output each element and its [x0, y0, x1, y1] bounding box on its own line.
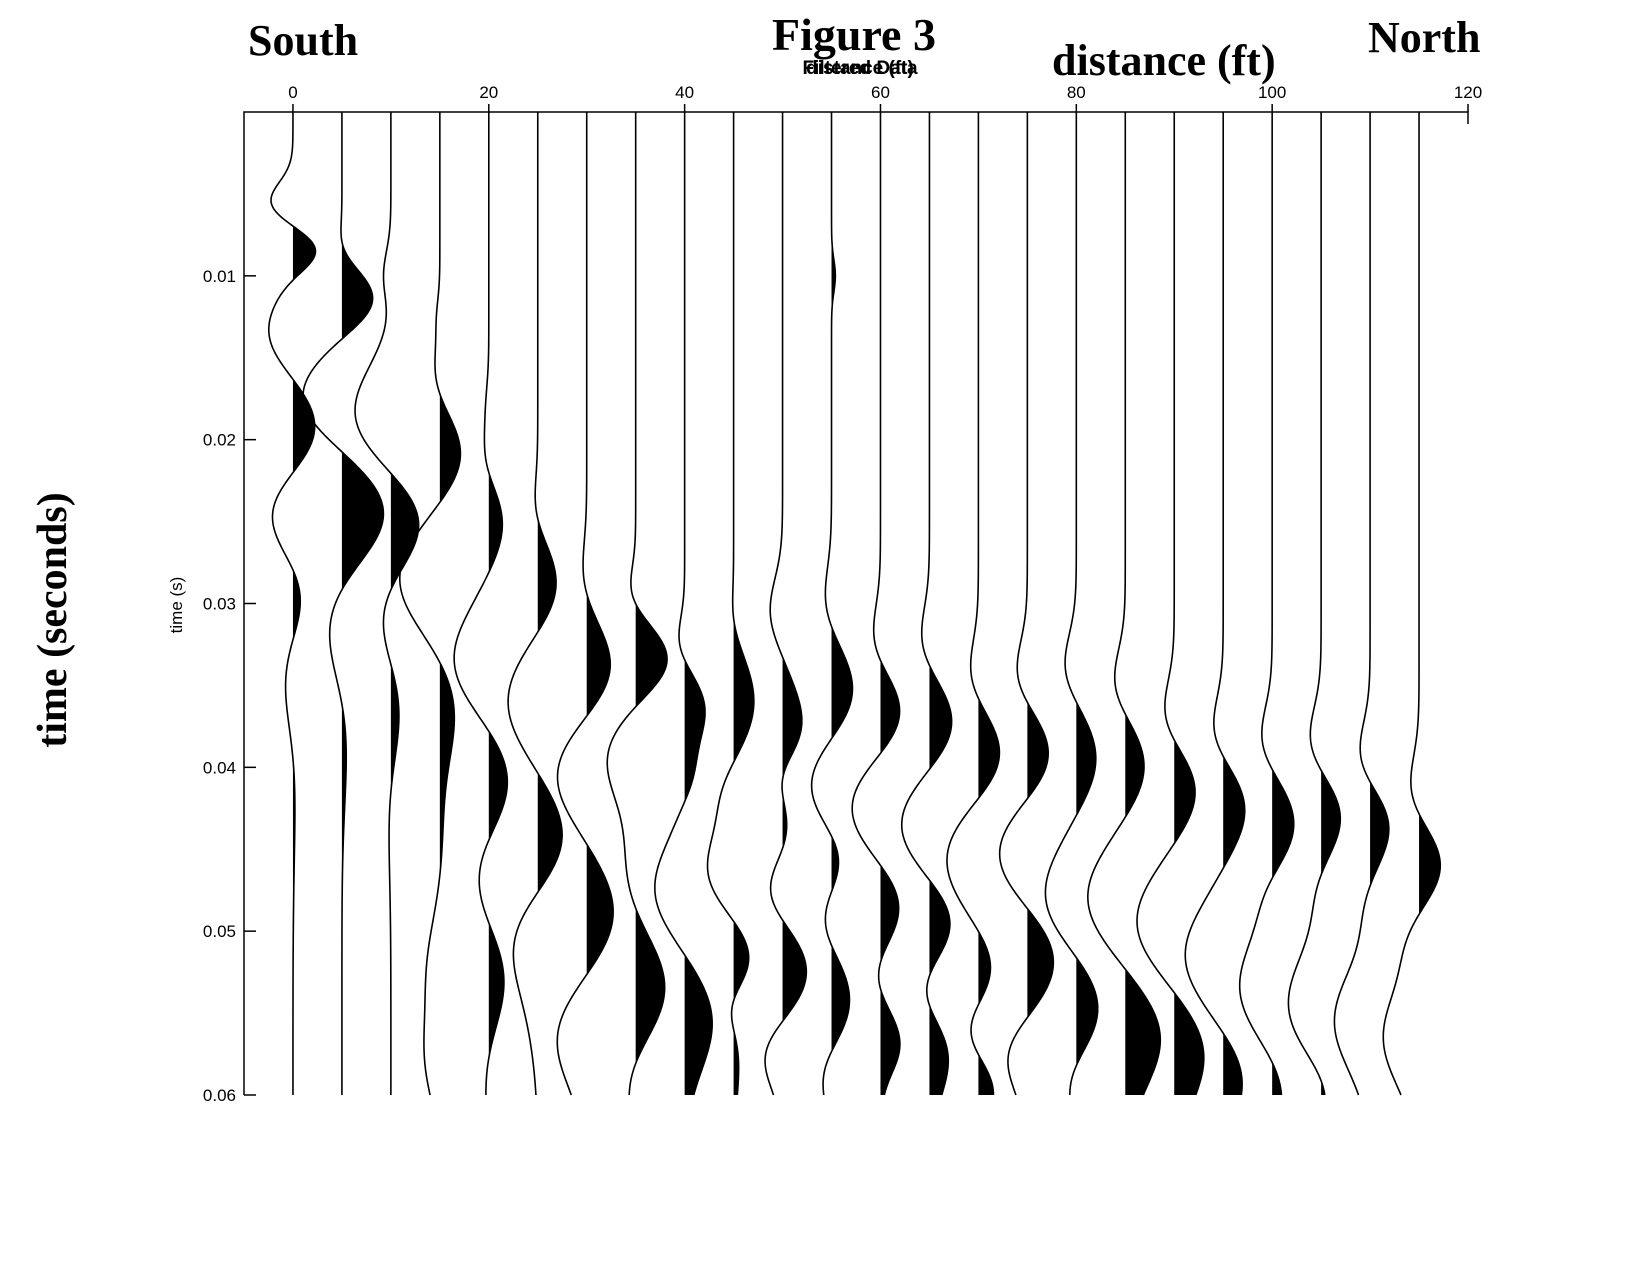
trace-15	[398, 112, 462, 1096]
trace-fill	[341, 112, 384, 1095]
y-tick-label: 0.04	[203, 758, 236, 777]
trace-45	[706, 112, 755, 1096]
x-tick-label: 40	[675, 83, 694, 102]
trace-wiggle	[1333, 112, 1390, 1096]
x-tick-label: 100	[1258, 83, 1286, 102]
trace-wiggle	[453, 112, 509, 1096]
trace-fill	[1272, 770, 1294, 1095]
trace-wiggle	[1136, 112, 1205, 1096]
trace-wiggle	[1044, 112, 1099, 1096]
trace-55	[810, 112, 854, 1096]
trace-25	[507, 112, 563, 1096]
trace-fill	[537, 252, 563, 894]
trace-fill	[1027, 703, 1054, 1018]
label-time-big: time (seconds)	[30, 492, 76, 747]
x-tick-label: 120	[1454, 83, 1482, 102]
trace-fill	[880, 660, 900, 1095]
trace-60	[851, 112, 901, 1096]
trace-fill	[1125, 714, 1161, 1095]
x-tick-label: 80	[1067, 83, 1086, 102]
trace-wiggle	[1287, 112, 1342, 1096]
trace-fill	[831, 146, 853, 1053]
trace-75	[998, 112, 1055, 1096]
trace-65	[900, 112, 953, 1096]
trace-wiggle	[1087, 112, 1162, 1096]
trace-95	[1184, 112, 1246, 1096]
trace-wiggle	[851, 112, 901, 1096]
trace-wiggle	[998, 112, 1055, 1096]
trace-110	[1333, 112, 1390, 1096]
trace-wiggle	[556, 112, 614, 1096]
trace-fill	[488, 185, 508, 1059]
y-tick-label: 0.05	[203, 922, 236, 941]
trace-20	[453, 112, 509, 1096]
trace-fill	[635, 392, 668, 1064]
trace-30	[556, 112, 614, 1096]
trace-105	[1287, 112, 1342, 1096]
trace-wiggle	[810, 112, 854, 1096]
trace-85	[1087, 112, 1162, 1096]
trace-fill	[1321, 770, 1341, 1095]
y-tick-label: 0.01	[203, 267, 236, 286]
trace-fill	[1223, 757, 1245, 1095]
trace-wiggle	[764, 112, 808, 1096]
trace-wiggle	[946, 112, 1001, 1096]
label-north: North	[1368, 13, 1480, 62]
label-figure: Figure 3	[772, 9, 936, 60]
label-south: South	[248, 16, 358, 65]
trace-10	[354, 112, 420, 1095]
trace-wiggle	[398, 112, 462, 1096]
trace-fill	[390, 112, 419, 794]
subtitle-distance: distance (ft)	[806, 58, 914, 79]
trace-5	[302, 112, 385, 1095]
subtitle-filtered: Filtered Data	[802, 58, 918, 79]
label-distance: distance (ft)	[1052, 36, 1276, 85]
trace-fill	[1174, 741, 1204, 1095]
trace-wiggle	[706, 112, 755, 1096]
trace-wiggle	[354, 112, 420, 1095]
trace-fill	[439, 395, 461, 876]
y-tick-label: 0.03	[203, 595, 236, 614]
trace-35	[606, 112, 668, 1096]
x-tick-label: 0	[288, 83, 297, 102]
trace-fill	[292, 226, 316, 1095]
trace-40	[654, 112, 713, 1096]
axis-frame	[243, 111, 1469, 1095]
trace-fill	[782, 657, 807, 1023]
trace-wiggle	[654, 112, 713, 1096]
trace-wiggle	[1382, 112, 1442, 1096]
trace-fill	[978, 698, 1000, 1095]
trace-100	[1238, 112, 1295, 1096]
y-tick-label: 0.02	[203, 431, 236, 450]
trace-fill	[586, 593, 614, 976]
axes: 0 20 40 60 80 100 120 0.01 0.02 0.03 0.04 0.05 0.06	[203, 83, 1482, 1105]
x-tick-label: 60	[871, 83, 890, 102]
trace-0	[267, 112, 317, 1095]
trace-50	[764, 112, 808, 1096]
trace-fill	[733, 367, 754, 1096]
trace-fill	[1419, 814, 1441, 915]
x-tick-label: 20	[479, 83, 498, 102]
trace-80	[1044, 112, 1099, 1096]
trace-wiggle	[606, 112, 668, 1096]
label-time-small: time (s)	[167, 577, 186, 634]
trace-wiggle	[900, 112, 953, 1096]
y-tick-label: 0.06	[203, 1086, 236, 1105]
traces	[267, 112, 1442, 1096]
trace-70	[946, 112, 1001, 1096]
trace-fill	[1076, 703, 1098, 1068]
trace-wiggle	[267, 112, 317, 1095]
trace-wiggle	[1238, 112, 1295, 1096]
trace-115	[1382, 112, 1442, 1096]
trace-wiggle	[1184, 112, 1246, 1096]
trace-wiggle	[302, 112, 385, 1095]
trace-wiggle	[507, 112, 563, 1096]
trace-90	[1136, 112, 1205, 1096]
trace-fill	[684, 442, 713, 1095]
